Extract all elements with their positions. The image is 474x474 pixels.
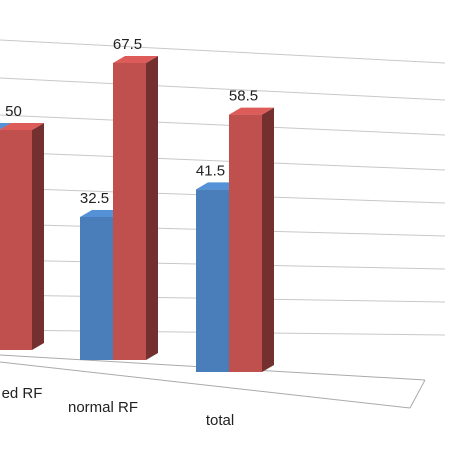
grid-line: [0, 151, 446, 171]
bar-top: [113, 56, 158, 63]
bar: [0, 130, 32, 350]
x-tick-label: ed RF: [2, 385, 43, 402]
floor-line: [409, 379, 426, 409]
bar: [196, 189, 229, 372]
bar-side: [262, 107, 274, 372]
bar-top: [0, 123, 44, 130]
bar: [80, 217, 113, 360]
bar: [229, 114, 262, 372]
axis-line: [0, 361, 411, 409]
data-label: 50: [5, 103, 22, 120]
bar: [113, 63, 146, 360]
x-tick-label: total: [206, 412, 234, 429]
grid-line: [0, 77, 446, 101]
x-tick-label: normal RF: [68, 399, 138, 416]
bar-top: [229, 107, 274, 115]
data-label: 67.5: [113, 36, 142, 53]
bar-side: [32, 123, 44, 350]
grid-line: [0, 39, 446, 64]
grid-line: [0, 114, 446, 136]
bar-side: [146, 56, 158, 360]
data-label: 41.5: [196, 162, 225, 179]
data-label: 32.5: [80, 190, 109, 207]
data-label: 58.5: [229, 88, 258, 105]
